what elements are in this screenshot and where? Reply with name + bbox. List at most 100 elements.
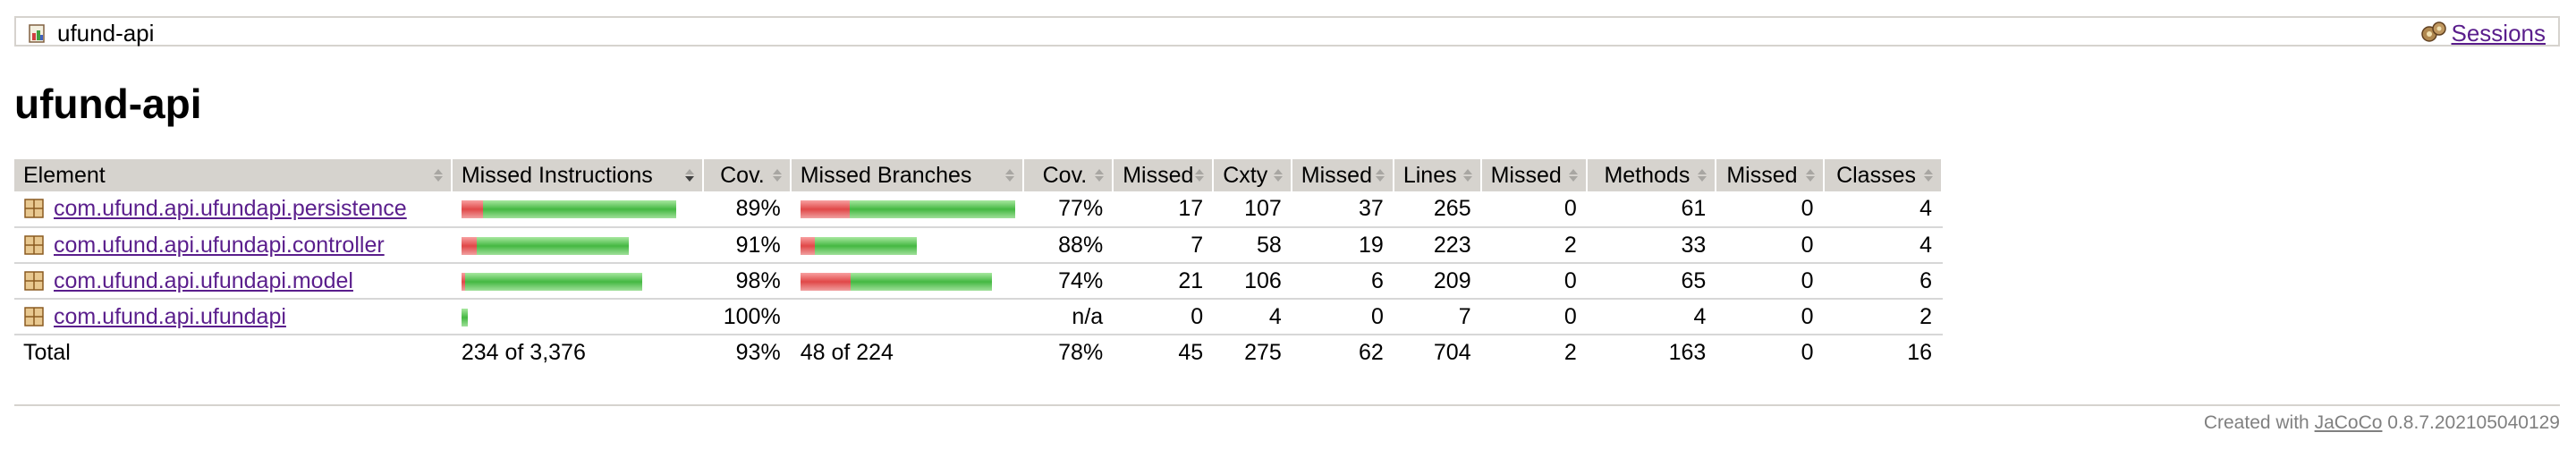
table-row: com.ufund.api.ufundapi.controller 91% 88% 7… <box>14 227 1944 264</box>
missed-methods-cell: 0 <box>1480 299 1588 335</box>
package-icon <box>23 234 45 256</box>
total-missed-instructions: 234 of 3,376 <box>451 334 704 370</box>
element-cell: com.ufund.api.ufundapi.persistence <box>14 191 453 228</box>
header-lines[interactable]: Lines <box>1393 159 1482 191</box>
missed-cxty-cell: 21 <box>1113 263 1215 300</box>
footer-divider <box>14 404 2560 406</box>
missed-classes-cell: 0 <box>1716 191 1825 228</box>
branch-cov-cell: 88% <box>1023 227 1114 264</box>
coverage-bar <box>461 235 629 255</box>
sort-icon <box>772 169 782 182</box>
lines-cell: 265 <box>1393 191 1482 228</box>
bar-missed <box>800 200 850 218</box>
report-icon <box>29 24 45 43</box>
cxty-cell: 107 <box>1213 191 1292 228</box>
lines-cell: 223 <box>1393 227 1482 264</box>
header-missed-methods[interactable]: Missed <box>1480 159 1588 191</box>
coverage-table: Element Missed Instructions Cov. Missed … <box>14 159 1944 370</box>
missed-classes-cell: 0 <box>1716 263 1825 300</box>
cxty-cell: 58 <box>1213 227 1292 264</box>
sort-icon <box>1924 169 1933 182</box>
header-missed-instructions[interactable]: Missed Instructions <box>451 159 704 191</box>
table-row: com.ufund.api.ufundapi.model 98% 74% 21 106 6… <box>14 263 1944 300</box>
total-methods: 163 <box>1586 334 1717 370</box>
table-header-row: Element Missed Instructions Cov. Missed … <box>14 159 1944 191</box>
total-missed-classes: 0 <box>1716 334 1825 370</box>
sort-icon <box>1462 169 1472 182</box>
total-branch-cov: 78% <box>1023 334 1114 370</box>
total-missed-branches: 48 of 224 <box>790 334 1025 370</box>
branch-cov-cell: 74% <box>1023 263 1114 300</box>
missed-methods-cell: 2 <box>1480 227 1588 264</box>
instructions-bar-cell <box>451 299 704 335</box>
classes-cell: 4 <box>1823 191 1944 228</box>
missed-classes-cell: 0 <box>1716 299 1825 335</box>
package-icon <box>23 270 45 292</box>
header-cov-instructions[interactable]: Cov. <box>702 159 792 191</box>
footer-version: 0.8.7.202105040129 <box>2387 412 2560 433</box>
header-cov-branches[interactable]: Cov. <box>1023 159 1114 191</box>
header-methods[interactable]: Methods <box>1586 159 1717 191</box>
cxty-cell: 4 <box>1213 299 1292 335</box>
sort-icon <box>1698 169 1707 182</box>
header-missed-cxty[interactable]: Missed <box>1113 159 1215 191</box>
header-element[interactable]: Element <box>14 159 453 191</box>
classes-cell: 2 <box>1823 299 1944 335</box>
sort-icon <box>1568 169 1578 182</box>
branches-bar-cell <box>790 191 1025 228</box>
branches-bar-cell <box>790 299 1025 335</box>
bar-missed <box>461 200 483 218</box>
coverage-bar <box>461 271 642 291</box>
table-row: com.ufund.api.ufundapi 100% n/a 0 4 0 7 0 4 0 2 <box>14 299 1944 335</box>
total-instr-cov: 93% <box>702 334 792 370</box>
missed-cxty-cell: 17 <box>1113 191 1215 228</box>
package-icon <box>23 306 45 327</box>
instr-cov-cell: 89% <box>702 191 792 228</box>
header-classes[interactable]: Classes <box>1823 159 1944 191</box>
page-title: ufund-api <box>14 81 202 127</box>
sort-icon <box>433 169 443 182</box>
header-missed-classes[interactable]: Missed <box>1716 159 1825 191</box>
bar-covered <box>814 236 917 255</box>
header-cxty[interactable]: Cxty <box>1213 159 1292 191</box>
cxty-cell: 106 <box>1213 263 1292 300</box>
missed-classes-cell: 0 <box>1716 227 1825 264</box>
sort-icon <box>1195 169 1205 182</box>
instructions-bar-cell <box>451 227 704 264</box>
lines-cell: 209 <box>1393 263 1482 300</box>
total-missed-lines: 62 <box>1291 334 1394 370</box>
missed-lines-cell: 6 <box>1291 263 1394 300</box>
missed-methods-cell: 0 <box>1480 191 1588 228</box>
methods-cell: 4 <box>1586 299 1717 335</box>
sessions-link-container: Sessions <box>2419 21 2546 46</box>
element-cell: com.ufund.api.ufundapi.model <box>14 263 453 300</box>
element-cell: com.ufund.api.ufundapi <box>14 299 453 335</box>
sort-icon <box>1375 169 1385 182</box>
package-link[interactable]: com.ufund.api.ufundapi.persistence <box>54 196 407 221</box>
bar-missed <box>800 272 851 291</box>
missed-lines-cell: 0 <box>1291 299 1394 335</box>
coverage-bar <box>800 235 917 255</box>
total-lines: 704 <box>1393 334 1482 370</box>
coverage-bar <box>800 199 1015 218</box>
missed-cxty-cell: 7 <box>1113 227 1215 264</box>
bar-missed <box>800 236 815 255</box>
package-link[interactable]: com.ufund.api.ufundapi.model <box>54 267 353 293</box>
package-link[interactable]: com.ufund.api.ufundapi.controller <box>54 232 385 258</box>
missed-lines-cell: 37 <box>1291 191 1394 228</box>
package-link[interactable]: com.ufund.api.ufundapi <box>54 303 286 329</box>
header-missed-branches[interactable]: Missed Branches <box>790 159 1025 191</box>
sessions-icon[interactable] <box>2419 21 2448 44</box>
footer: Created with JaCoCo 0.8.7.202105040129 <box>2204 411 2560 435</box>
coverage-bar <box>461 199 676 218</box>
instr-cov-cell: 98% <box>702 263 792 300</box>
table-row: com.ufund.api.ufundapi.persistence 89% 77%… <box>14 191 1944 228</box>
sort-icon <box>1273 169 1283 182</box>
sessions-link[interactable]: Sessions <box>2451 20 2546 47</box>
jacoco-link[interactable]: JaCoCo <box>2314 412 2383 433</box>
header-missed-lines[interactable]: Missed <box>1291 159 1394 191</box>
classes-cell: 6 <box>1823 263 1944 300</box>
bar-covered <box>464 272 642 291</box>
branch-cov-cell: 77% <box>1023 191 1114 228</box>
bar-covered <box>849 200 1015 218</box>
